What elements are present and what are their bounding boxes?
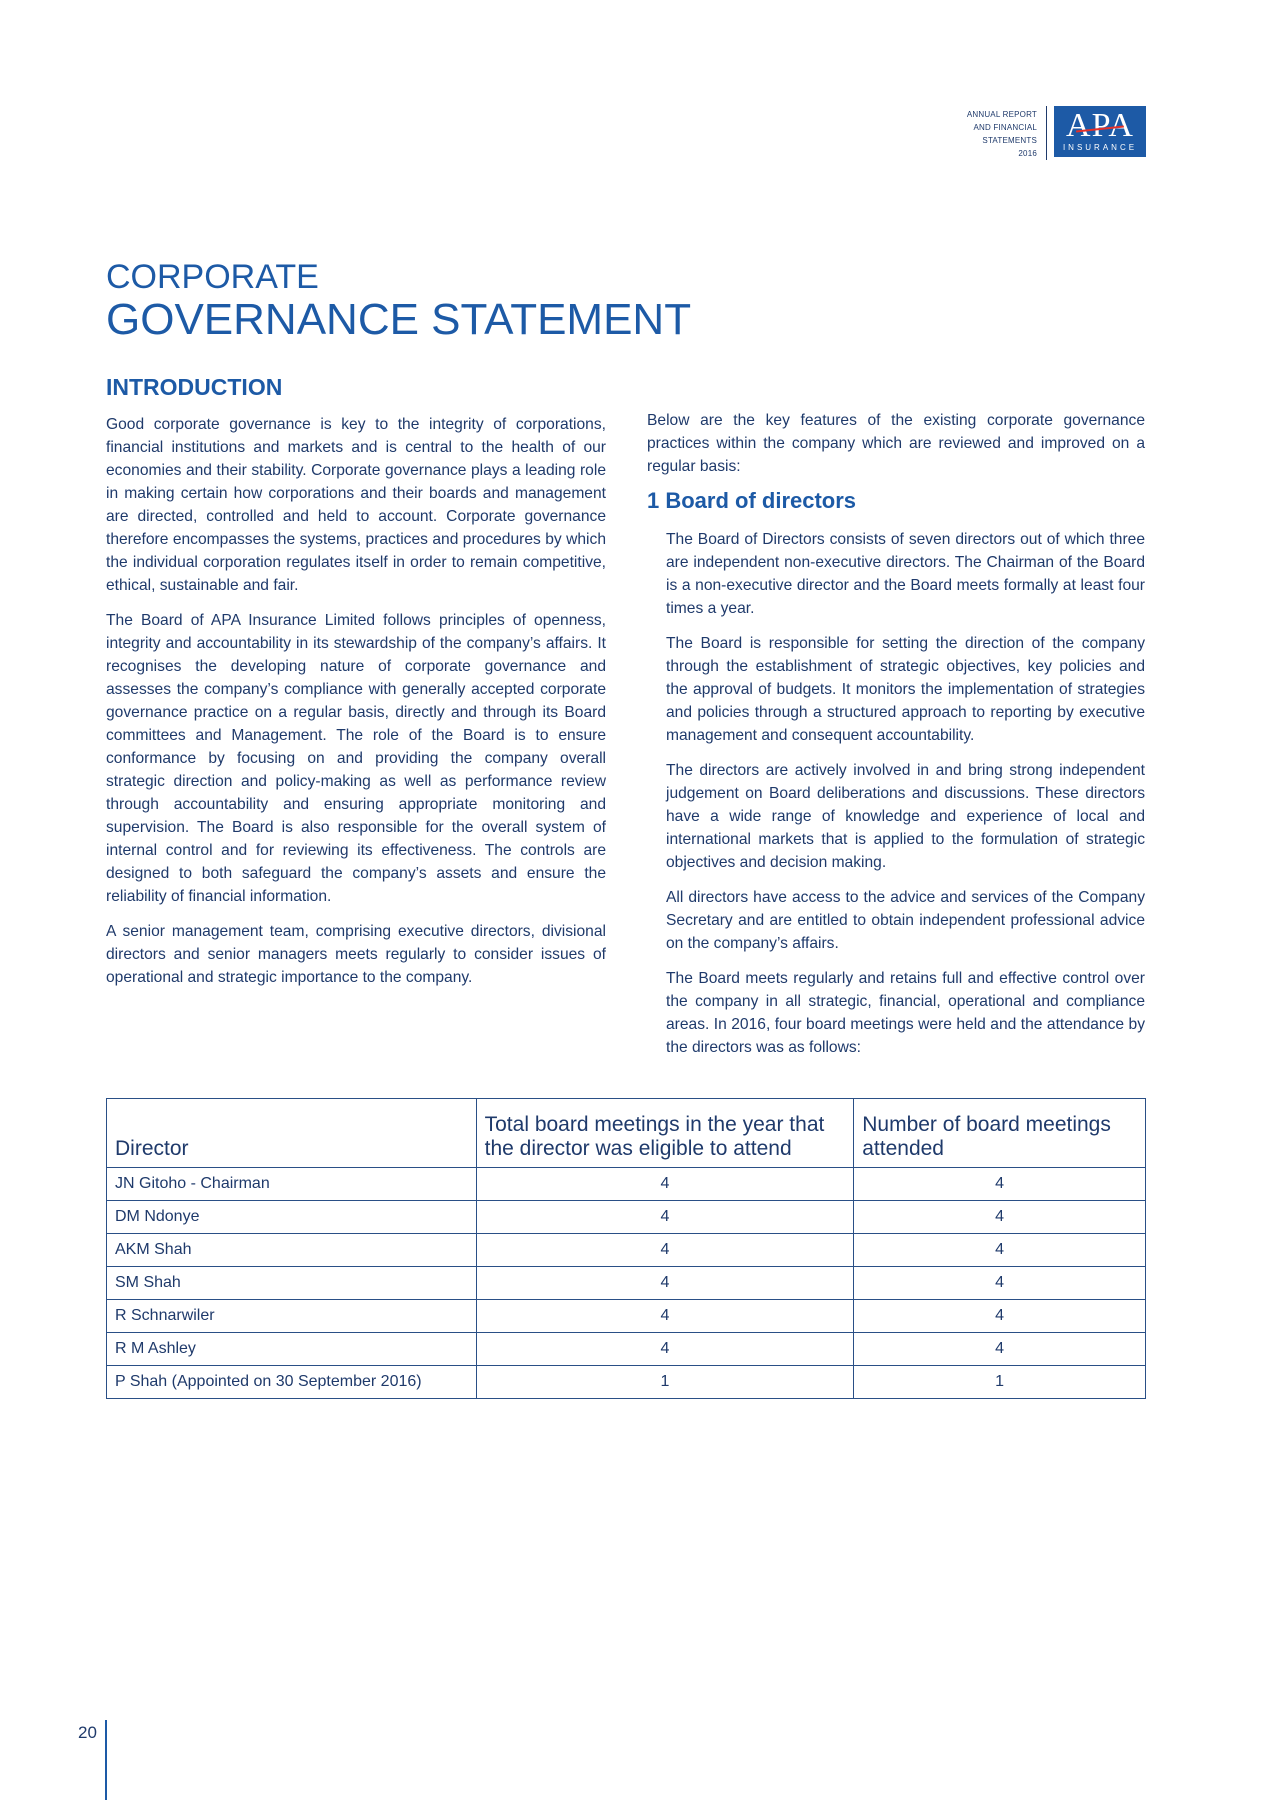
key-features-intro: Below are the key features of the existi…	[647, 409, 1145, 490]
table-row: JN Gitoho - Chairman 4 4	[106, 1167, 1146, 1201]
eligible-count: 4	[475, 1200, 855, 1234]
table-row: DM Ndonye 4 4	[106, 1200, 1146, 1234]
page-title-line2: GOVERNANCE STATEMENT	[106, 295, 692, 344]
director-name: DM Ndonye	[106, 1200, 477, 1234]
board-paragraph: The Board of Directors consists of seven…	[666, 531, 1145, 617]
introduction-paragraph: The Board of APA Insurance Limited follo…	[106, 612, 606, 905]
introduction-heading: INTRODUCTION	[106, 374, 283, 400]
introduction-body: Good corporate governance is key to the …	[106, 413, 606, 1001]
report-label-line: AND FINANCIAL	[973, 123, 1037, 132]
report-label-line: 2016	[1018, 149, 1037, 158]
column-header-attended: Number of board meetings attended	[853, 1098, 1146, 1168]
board-paragraph: The Board meets regularly and retains fu…	[666, 970, 1145, 1056]
eligible-count: 4	[475, 1266, 855, 1300]
board-of-directors-heading: 1 Board of directors	[647, 488, 857, 513]
table-row: R M Ashley 4 4	[106, 1332, 1146, 1366]
page-number: 20	[78, 1723, 97, 1742]
table-row: AKM Shah 4 4	[106, 1233, 1146, 1267]
report-label: ANNUAL REPORT AND FINANCIAL STATEMENTS 2…	[967, 108, 1037, 160]
apa-insurance-logo: APA INSURANCE	[1054, 106, 1146, 157]
header-divider	[1046, 106, 1047, 160]
key-features-paragraph: Below are the key features of the existi…	[647, 412, 1145, 475]
board-paragraph: The directors are actively involved in a…	[666, 762, 1145, 871]
eligible-count: 4	[475, 1332, 855, 1366]
director-name: R M Ashley	[106, 1332, 477, 1366]
logo-text: APA	[1066, 107, 1134, 144]
introduction-paragraph: A senior management team, comprising exe…	[106, 923, 606, 986]
eligible-count: 4	[475, 1299, 855, 1333]
director-name: JN Gitoho - Chairman	[106, 1167, 477, 1201]
attended-count: 4	[853, 1233, 1146, 1267]
table-row: SM Shah 4 4	[106, 1266, 1146, 1300]
board-paragraph: All directors have access to the advice …	[666, 889, 1145, 952]
attended-count: 4	[853, 1266, 1146, 1300]
eligible-count: 4	[475, 1167, 855, 1201]
table-row: P Shah (Appointed on 30 September 2016) …	[106, 1365, 1146, 1399]
attended-count: 4	[853, 1200, 1146, 1234]
column-header-eligible: Total board meetings in the year that th…	[475, 1098, 855, 1168]
logo-subtext: INSURANCE	[1062, 143, 1138, 152]
board-of-directors-body: The Board of Directors consists of seven…	[666, 528, 1145, 1071]
attended-count: 4	[853, 1332, 1146, 1366]
attended-count: 4	[853, 1167, 1146, 1201]
attended-count: 4	[853, 1299, 1146, 1333]
introduction-paragraph: Good corporate governance is key to the …	[106, 416, 606, 594]
director-name: AKM Shah	[106, 1233, 477, 1267]
column-header-director: Director	[106, 1098, 477, 1168]
board-attendance-table: Director Total board meetings in the yea…	[106, 1098, 1146, 1399]
eligible-count: 4	[475, 1233, 855, 1267]
report-label-line: STATEMENTS	[982, 136, 1037, 145]
board-paragraph: The Board is responsible for setting the…	[666, 635, 1145, 744]
table-header-row: Director Total board meetings in the yea…	[106, 1098, 1146, 1168]
report-label-line: ANNUAL REPORT	[966, 110, 1037, 119]
eligible-count: 1	[475, 1365, 855, 1399]
page-title-line1: CORPORATE	[106, 258, 319, 296]
director-name: R Schnarwiler	[106, 1299, 477, 1333]
page-number-rule	[105, 1720, 107, 1800]
attended-count: 1	[853, 1365, 1146, 1399]
director-name: P Shah (Appointed on 30 September 2016)	[106, 1365, 477, 1399]
director-name: SM Shah	[106, 1266, 477, 1300]
table-row: R Schnarwiler 4 4	[106, 1299, 1146, 1333]
